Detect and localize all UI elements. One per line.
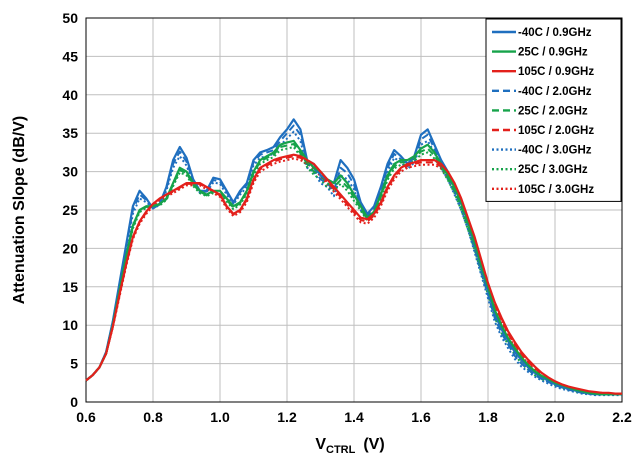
x-tick-label: 1.2 (277, 409, 297, 425)
y-tick-label: 45 (62, 48, 78, 64)
legend-label: 25C / 3.0GHz (518, 164, 588, 176)
x-tick-label: 1.8 (478, 409, 498, 425)
legend-label: 25C / 2.0GHz (518, 105, 588, 117)
x-tick-label: 1.0 (210, 409, 230, 425)
y-tick-label: 0 (70, 394, 78, 410)
y-tick-label: 25 (62, 202, 78, 218)
x-tick-label: 2.2 (612, 409, 632, 425)
legend-label: -40C / 0.9GHz (518, 27, 592, 39)
x-tick-label: 0.8 (143, 409, 163, 425)
x-axis-title-unit: (V) (363, 436, 384, 453)
x-tick-label: 2.0 (545, 409, 565, 425)
x-tick-label: 0.6 (76, 409, 96, 425)
legend-label: 105C / 3.0GHz (518, 184, 594, 196)
x-tick-label: 1.4 (344, 409, 364, 425)
legend-label: -40C / 2.0GHz (518, 86, 592, 98)
y-tick-label: 5 (70, 356, 78, 372)
legend-label: 105C / 2.0GHz (518, 125, 594, 137)
x-axis-title-main: V (315, 436, 326, 453)
x-axis-title-subscript: CTRL (326, 444, 356, 456)
y-tick-label: 15 (62, 279, 78, 295)
y-tick-label: 10 (62, 317, 78, 333)
x-tick-label: 1.6 (411, 409, 431, 425)
legend-label: -40C / 3.0GHz (518, 145, 592, 157)
legend-label: 25C / 0.9GHz (518, 47, 588, 59)
y-tick-label: 40 (62, 87, 78, 103)
y-axis-title: Attenuation Slope (dB/V) (11, 116, 28, 304)
y-tick-label: 50 (62, 10, 78, 26)
y-tick-label: 20 (62, 240, 78, 256)
y-tick-label: 35 (62, 125, 78, 141)
legend-label: 105C / 0.9GHz (518, 66, 594, 78)
y-tick-label: 30 (62, 164, 78, 180)
legend: -40C / 0.9GHz 25C / 0.9GHz 105C / 0.9GHz -4… (486, 19, 621, 201)
